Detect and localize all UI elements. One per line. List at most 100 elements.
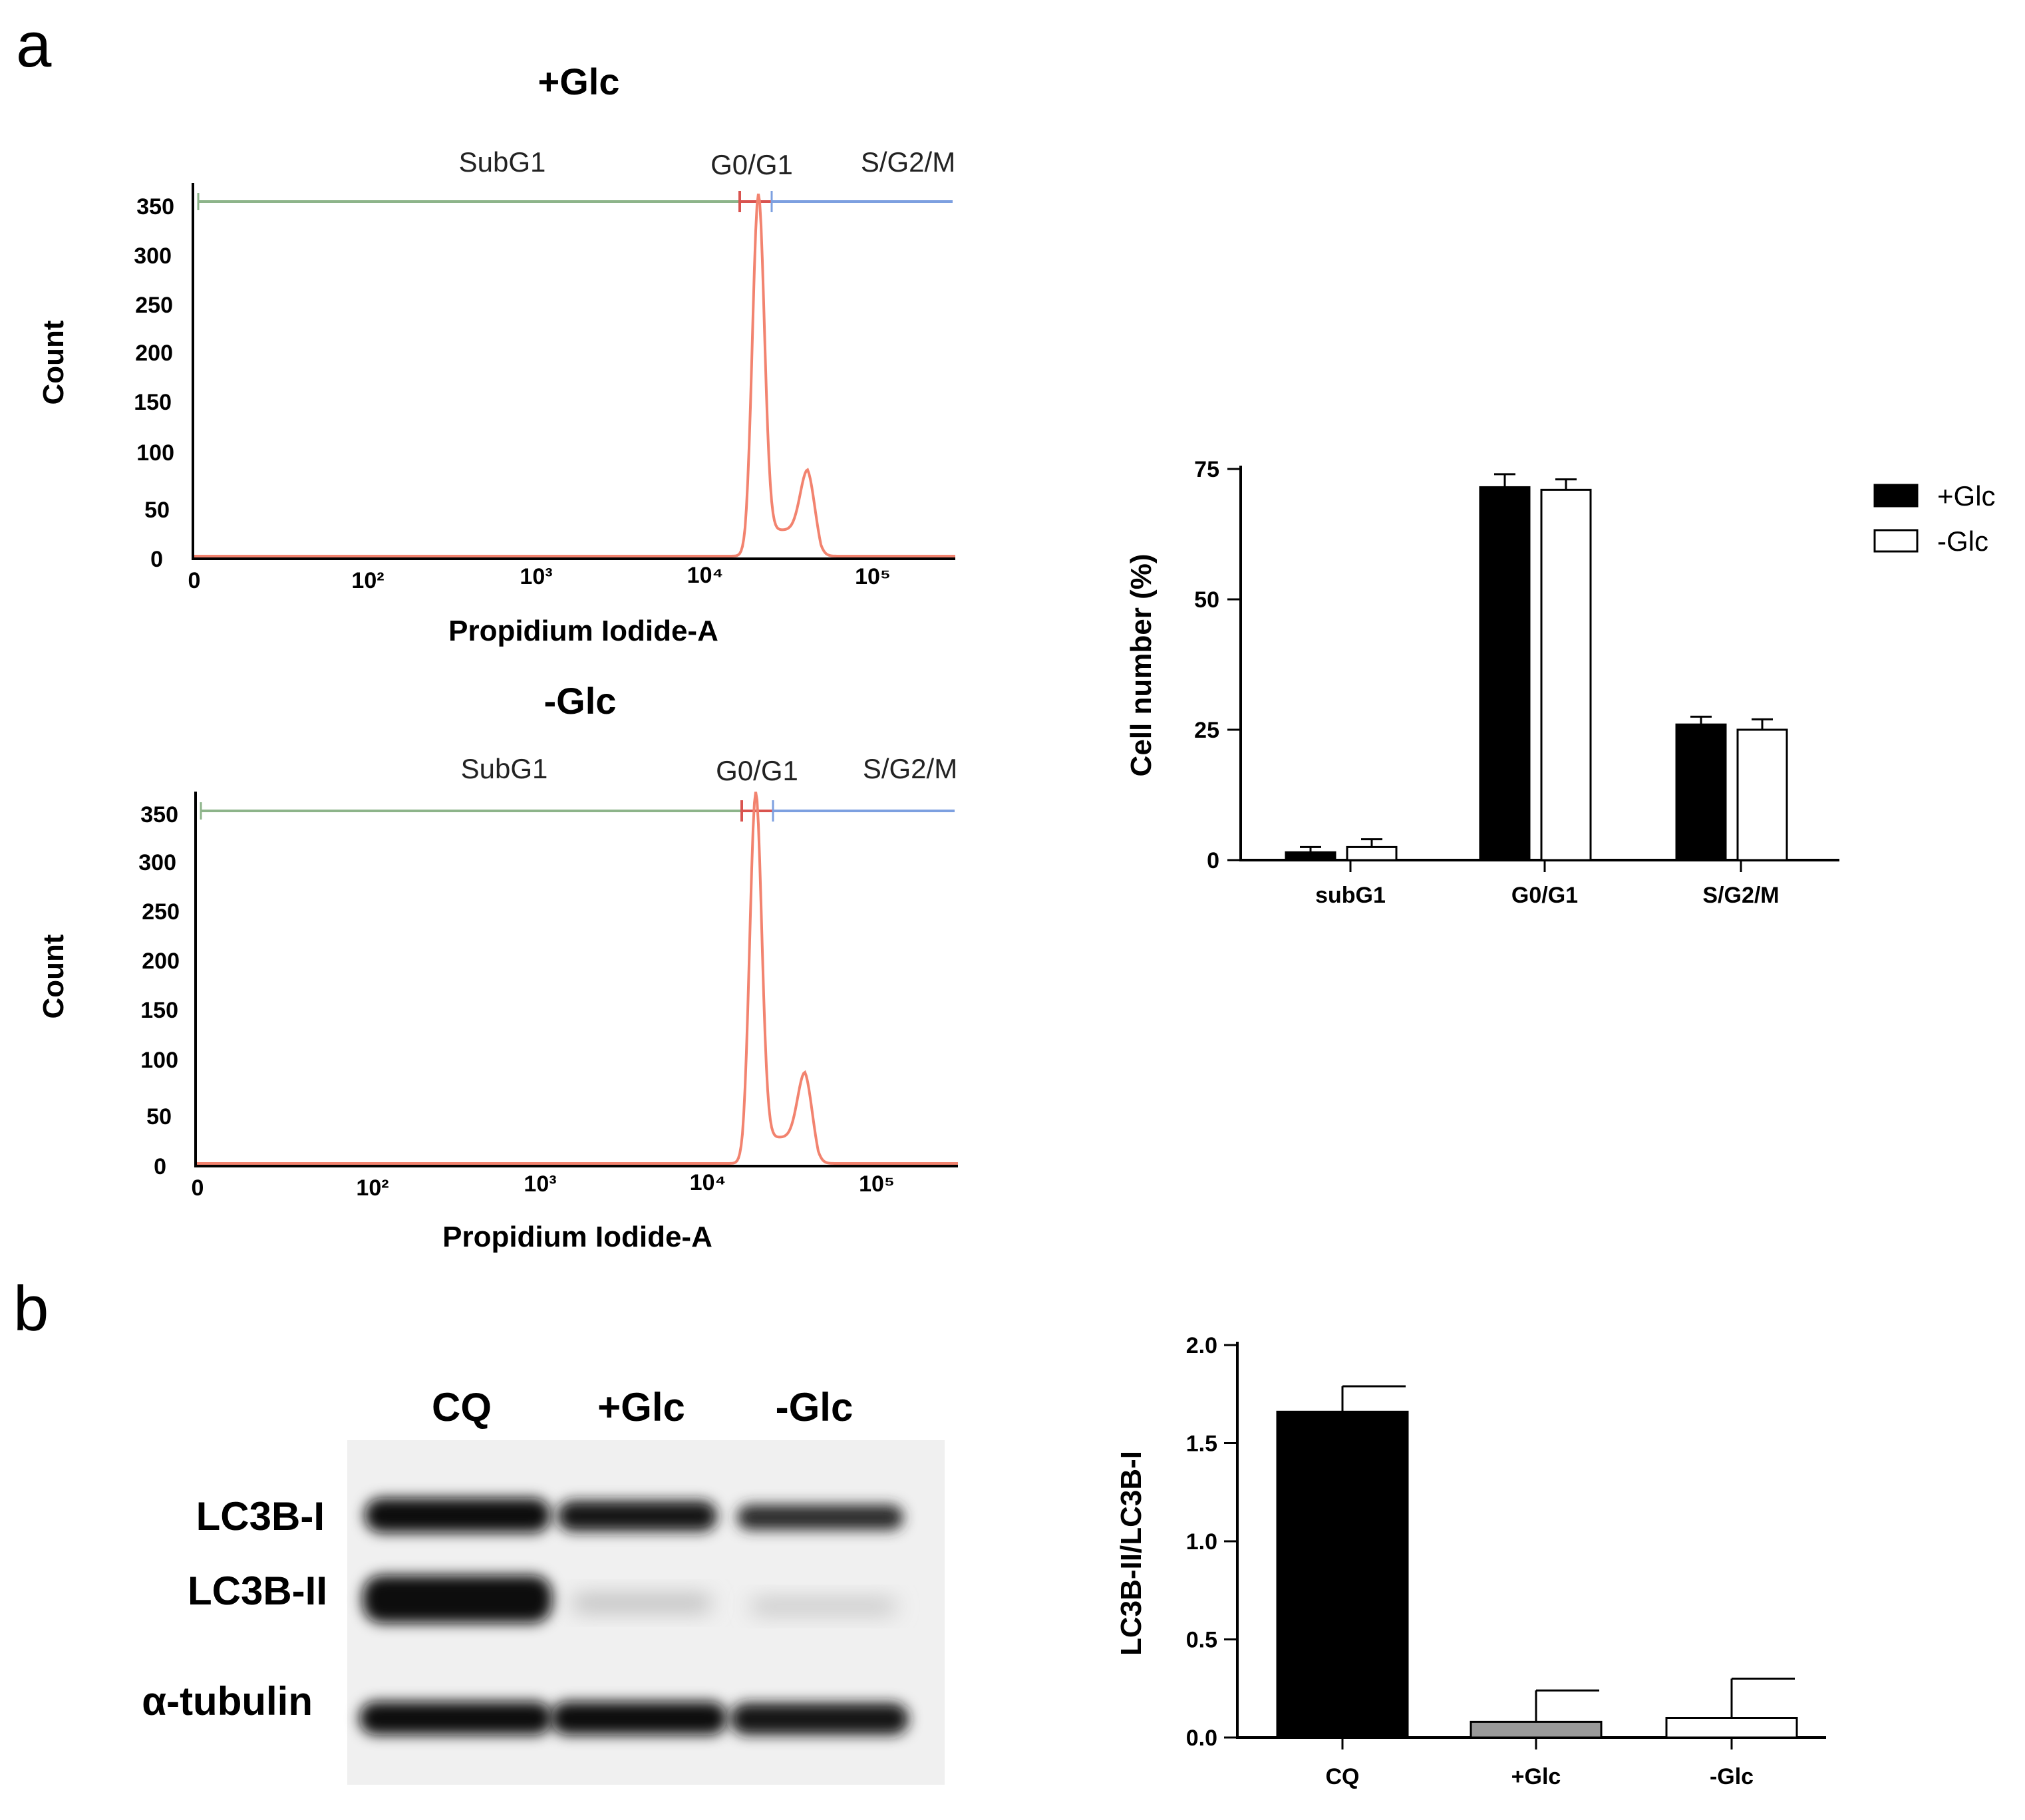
x-axis-label: Propidium Iodide-A xyxy=(448,615,718,647)
bar xyxy=(1736,728,1788,861)
panel-label-b: b xyxy=(13,1273,49,1344)
x-ticks: 0 10² 10³ 10⁴ 10⁵ xyxy=(192,1170,895,1201)
y-tick-label: 300 xyxy=(134,243,172,269)
band-lc3b-ii-cq xyxy=(363,1575,552,1623)
y-tick-label: 200 xyxy=(135,341,173,366)
y-tick-label: 2.0 xyxy=(1186,1333,1217,1358)
y-tick-label: 200 xyxy=(142,949,180,974)
y-tick-label: 0 xyxy=(1207,848,1219,873)
gate-label-sg2m: S/G2/M xyxy=(863,753,957,784)
bar xyxy=(1276,1410,1409,1739)
x-ticks: subG1 G0/G1 S/G2/M xyxy=(1315,860,1780,908)
panel-label-a: a xyxy=(16,9,52,80)
y-tick-label: 150 xyxy=(134,390,172,415)
y-tick-label: 250 xyxy=(135,293,173,318)
x-ticks: CQ +Glc -Glc xyxy=(1326,1738,1754,1789)
bar xyxy=(1675,723,1727,861)
bar xyxy=(1470,1720,1603,1739)
bar-chart-cell-cycle: Cell number (%) 0 25 50 75 subG1 G0/G1 S/G2/M… xyxy=(1125,457,1996,908)
legend-swatch-plus-glc xyxy=(1873,484,1919,508)
legend: +Glc -Glc xyxy=(1873,480,1996,557)
x-tick-label: 0 xyxy=(188,568,201,593)
gate-label-g0g1: G0/G1 xyxy=(710,149,793,180)
y-tick-label: 100 xyxy=(136,440,174,466)
bars xyxy=(1285,473,1788,861)
y-ticks: 0 50 100 150 200 250 300 350 xyxy=(134,194,174,572)
bar xyxy=(1665,1717,1798,1739)
y-tick-label: 75 xyxy=(1194,457,1219,482)
x-tick-label: 10⁵ xyxy=(859,1171,895,1197)
x-tick-label: G0/G1 xyxy=(1511,883,1578,908)
bar xyxy=(1540,488,1592,861)
x-tick-label: +Glc xyxy=(1511,1764,1561,1789)
band-label-tubulin: α-tubulin xyxy=(142,1679,313,1724)
band-lc3b-i-cq xyxy=(365,1498,551,1533)
y-tick-label: 100 xyxy=(140,1048,178,1073)
x-tick-label: 0 xyxy=(192,1175,204,1201)
y-tick-label: 1.5 xyxy=(1186,1432,1217,1457)
y-tick-label: 0 xyxy=(150,547,163,572)
gate-label-sg2m: S/G2/M xyxy=(861,146,955,178)
gate-label-subg1: SubG1 xyxy=(461,753,548,784)
x-tick-label: CQ xyxy=(1326,1764,1360,1789)
x-tick-label: 10⁴ xyxy=(687,563,724,588)
y-tick-label: 25 xyxy=(1194,718,1219,743)
y-axis-label: Cell number (%) xyxy=(1125,554,1158,777)
band-label-lc3b-i: LC3B-I xyxy=(196,1494,325,1539)
western-blot: CQ +Glc -Glc LC3B-I LC3B-II α-tubulin xyxy=(142,1385,945,1785)
histogram-curve xyxy=(194,194,955,557)
y-tick-label: 50 xyxy=(144,498,170,523)
bars xyxy=(1276,1385,1798,1739)
y-axis-label: LC3B-II/LC3B-I xyxy=(1115,1451,1148,1656)
bar xyxy=(1479,486,1531,861)
y-ticks: 0.0 0.5 1.0 1.5 2.0 xyxy=(1186,1333,1237,1751)
y-tick-label: 0.5 xyxy=(1186,1628,1217,1653)
x-tick-label: -Glc xyxy=(1710,1764,1754,1789)
bar xyxy=(1285,851,1336,861)
y-tick-label: 50 xyxy=(1194,587,1219,613)
x-tick-label: 10³ xyxy=(520,564,552,589)
legend-label-minus-glc: -Glc xyxy=(1937,526,1988,557)
histogram-title: -Glc xyxy=(544,680,617,722)
legend-label-plus-glc: +Glc xyxy=(1937,480,1996,512)
x-tick-label: S/G2/M xyxy=(1702,883,1779,908)
lane-label-plus-glc: +Glc xyxy=(597,1385,685,1430)
band-lc3b-i-plus-glc xyxy=(557,1501,717,1531)
histogram-plus-glc: +Glc SubG1 G0/G1 S/G2/M 0 50 100 150 200… xyxy=(37,61,955,647)
y-tick-label: 0.0 xyxy=(1186,1726,1217,1751)
histogram-curve xyxy=(197,792,958,1165)
x-ticks: 0 10² 10³ 10⁴ 10⁵ xyxy=(188,563,891,593)
y-tick-label: 250 xyxy=(142,899,180,925)
gate-label-g0g1: G0/G1 xyxy=(716,755,798,786)
y-ticks: 0 50 100 150 200 250 300 350 xyxy=(138,802,180,1179)
y-tick-label: 150 xyxy=(140,998,178,1023)
band-tubulin-cq xyxy=(359,1702,552,1735)
x-tick-label: subG1 xyxy=(1315,883,1386,908)
band-tubulin-plus-glc xyxy=(551,1702,727,1735)
y-ticks: 0 25 50 75 xyxy=(1194,457,1241,873)
histogram-title: +Glc xyxy=(538,61,620,102)
histogram-minus-glc: -Glc SubG1 G0/G1 S/G2/M 0 50 100 150 200… xyxy=(37,680,958,1253)
y-tick-label: 1.0 xyxy=(1186,1529,1217,1555)
x-tick-label: 10³ xyxy=(524,1171,556,1197)
x-tick-label: 10⁴ xyxy=(690,1170,726,1195)
x-tick-label: 10⁵ xyxy=(855,564,891,589)
y-axis-label: Count xyxy=(37,934,70,1018)
y-axis-label: Count xyxy=(37,320,70,404)
y-tick-label: 350 xyxy=(136,194,174,220)
x-tick-label: 10² xyxy=(351,568,384,593)
bar-chart-lc3b-ratio: LC3B-II/LC3B-I 0.0 0.5 1.0 1.5 2.0 CQ +Glc -Gl… xyxy=(1115,1333,1826,1789)
legend-swatch-minus-glc xyxy=(1873,529,1919,553)
y-tick-label: 50 xyxy=(146,1104,172,1130)
band-lc3b-i-minus-glc xyxy=(737,1505,903,1530)
lane-label-minus-glc: -Glc xyxy=(776,1385,854,1430)
band-tubulin-minus-glc xyxy=(730,1703,909,1735)
y-tick-label: 300 xyxy=(138,850,176,875)
band-lc3b-ii-plus-glc xyxy=(572,1595,712,1611)
x-axis-label: Propidium Iodide-A xyxy=(442,1221,712,1253)
y-tick-label: 350 xyxy=(140,802,178,828)
y-tick-label: 0 xyxy=(154,1154,166,1179)
band-lc3b-ii-minus-glc xyxy=(750,1599,897,1614)
x-tick-label: 10² xyxy=(356,1175,389,1201)
